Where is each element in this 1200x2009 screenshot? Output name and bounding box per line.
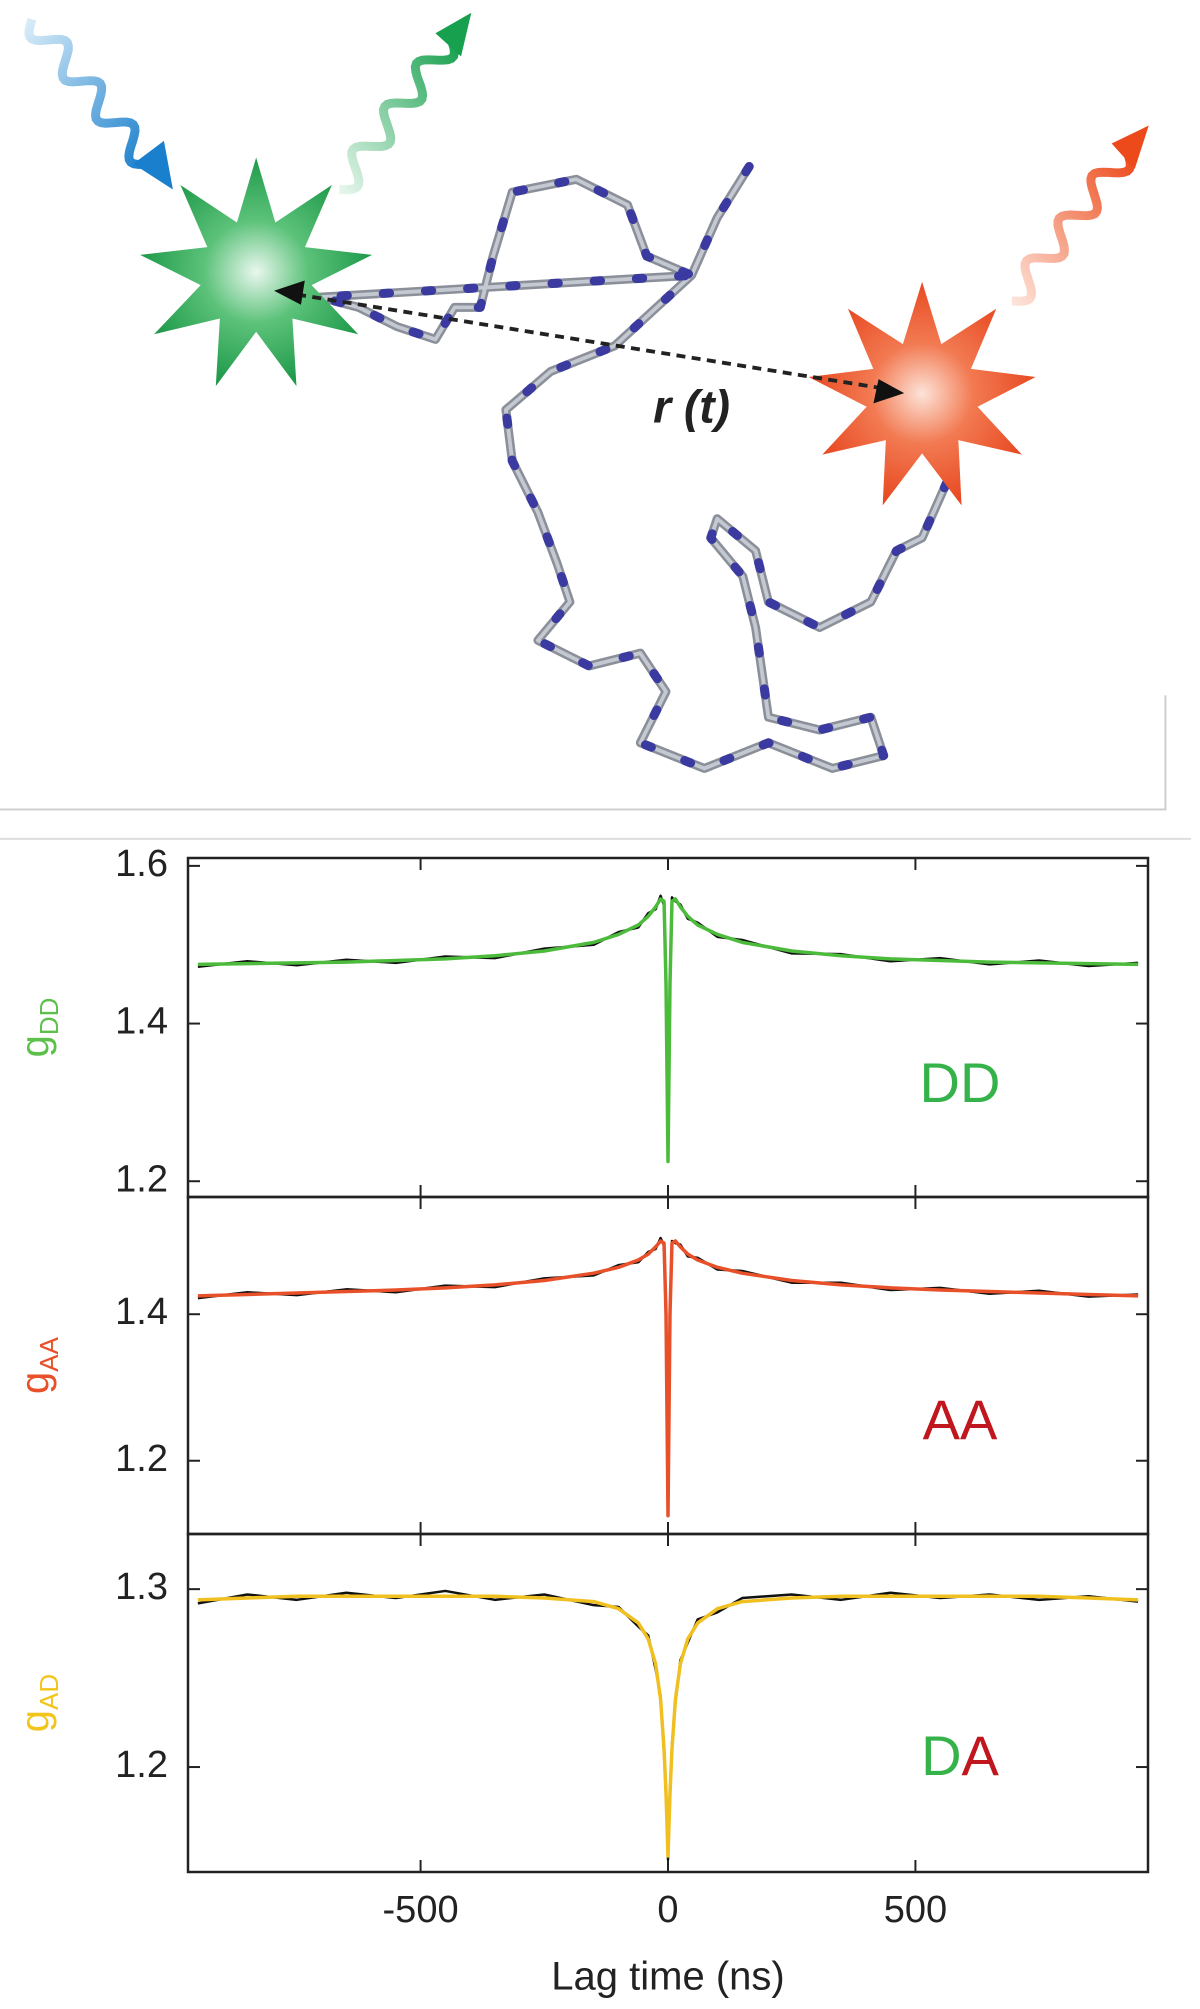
arrowhead [435,12,472,57]
distance-label: r (t) [653,381,730,433]
annotation-part: D [921,1724,961,1787]
x-tick-label: 500 [884,1889,947,1931]
y-tick-label: 1.3 [115,1566,168,1608]
y-label-main: g [13,1372,57,1394]
acceptor-emission-wave [1011,149,1135,306]
data-line [197,897,1139,1164]
data-line [197,1594,1139,1858]
annotation: AA [923,1388,998,1451]
y-label-sub: AD [34,1674,64,1710]
plot-frame [186,1532,1150,1874]
x-tick-label: 0 [657,1889,678,1931]
y-axis-label: gDD [13,998,64,1058]
arrowhead [873,379,905,404]
y-tick-label: 1.2 [115,1744,168,1786]
y-tick-label: 1.2 [115,1438,168,1480]
x-axis-label: Lag time (ns) [551,1955,784,1999]
peptide-chain [315,162,959,773]
y-label-sub: DD [34,998,64,1036]
arrowhead [133,140,173,190]
annotation-part: AA [923,1388,998,1451]
annotation: DA [921,1724,999,1787]
illustration: r (t) [0,12,1192,840]
annotation: DD [920,1051,1001,1114]
annotation-part: A [962,1724,1000,1787]
y-axis-label: gAD [13,1674,64,1732]
x-tick-label: -500 [383,1889,459,1931]
donor-dye [140,157,373,387]
data-line [197,1239,1139,1518]
y-axis-label: gAA [13,1336,64,1394]
y-label-main: g [13,1035,57,1057]
distance-arrow [296,292,882,390]
y-label-main: g [13,1710,57,1732]
y-tick-label: 1.2 [115,1158,168,1200]
arrowhead [1111,125,1149,170]
annotation-part: DD [920,1051,1001,1114]
arrowhead [274,280,305,305]
y-tick-label: 1.4 [115,1291,168,1333]
excitation-wave [24,17,149,169]
donor-emission-wave [339,36,459,195]
frame-line [0,695,1167,811]
acceptor-dye [808,281,1036,506]
y-label-sub: AA [34,1336,64,1371]
y-tick-label: 1.4 [115,1001,168,1043]
y-tick-label: 1.6 [115,843,168,885]
